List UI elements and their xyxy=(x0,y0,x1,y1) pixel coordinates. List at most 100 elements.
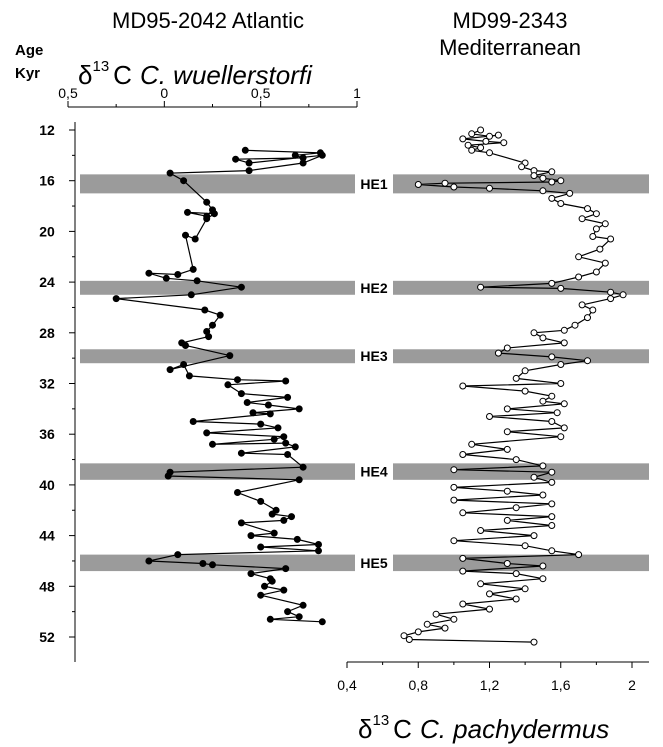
data-point-filled xyxy=(299,159,307,167)
data-point-open xyxy=(486,605,493,613)
data-point-filled xyxy=(245,159,253,167)
y-tick-label: 40 xyxy=(39,477,55,493)
data-point-open xyxy=(584,314,591,322)
left-axis-superscript: 13 xyxy=(92,58,109,75)
data-point-open xyxy=(477,144,485,152)
data-point-open xyxy=(450,615,458,623)
data-point-open xyxy=(503,445,511,453)
left-x-tick-label: 0,5 xyxy=(251,85,271,101)
left-axis-title: δ13 C C. wuellerstorfi xyxy=(78,58,313,90)
left-x-tick-label: 0 xyxy=(160,85,168,101)
data-point-filled xyxy=(210,210,218,218)
data-point-filled xyxy=(266,615,274,623)
y-tick-label: 28 xyxy=(39,325,55,341)
data-point-open xyxy=(477,126,485,134)
data-point-open xyxy=(486,149,493,157)
data-point-open xyxy=(486,590,493,598)
data-point-open xyxy=(459,567,467,575)
data-point-open xyxy=(592,225,600,233)
data-point-open xyxy=(578,301,586,309)
data-point-open xyxy=(503,516,511,524)
data-point-filled xyxy=(199,560,207,567)
data-point-filled xyxy=(203,198,211,206)
data-point-filled xyxy=(315,547,322,555)
data-point-open xyxy=(548,547,556,555)
data-point-open xyxy=(530,329,538,337)
data-point-filled xyxy=(180,361,188,368)
data-point-open xyxy=(530,172,538,180)
data-point-filled xyxy=(247,570,255,578)
data-point-filled xyxy=(295,405,303,413)
data-point-filled xyxy=(261,582,268,590)
kyr-label: Kyr xyxy=(15,65,40,82)
data-point-filled xyxy=(174,271,182,278)
y-tick-label: 32 xyxy=(39,376,55,392)
data-point-open xyxy=(486,184,493,192)
data-point-open xyxy=(459,135,467,143)
y-tick-label: 52 xyxy=(39,629,55,645)
right-panel-title-line2: Mediterranean xyxy=(439,35,581,60)
data-point-open xyxy=(459,600,467,608)
y-tick-label: 16 xyxy=(39,173,55,189)
data-point-open xyxy=(548,522,556,529)
data-point-open xyxy=(414,628,422,636)
data-point-filled xyxy=(257,497,265,505)
heinrich-band-right xyxy=(393,554,649,572)
data-point-filled xyxy=(245,167,253,175)
data-point-open xyxy=(530,532,538,540)
data-point-open xyxy=(607,235,615,243)
data-point-filled xyxy=(270,435,278,443)
data-point-open xyxy=(557,200,565,207)
data-point-filled xyxy=(166,366,174,374)
data-point-open xyxy=(521,387,529,395)
data-point-open xyxy=(566,189,574,197)
data-point-open xyxy=(548,168,556,176)
right-x-tick-label: 0,4 xyxy=(337,677,357,693)
data-point-filled xyxy=(241,146,249,154)
data-point-open xyxy=(432,610,440,618)
data-point-filled xyxy=(280,433,288,441)
data-point-filled xyxy=(145,557,153,565)
right-axis-c: C xyxy=(393,714,412,744)
data-point-open xyxy=(521,367,529,375)
data-point-filled xyxy=(237,519,245,527)
data-point-open xyxy=(477,527,485,534)
data-point-open xyxy=(482,137,490,145)
data-point-filled xyxy=(318,151,326,159)
data-point-open xyxy=(503,560,511,567)
data-point-open xyxy=(539,575,547,583)
data-point-filled xyxy=(274,424,282,432)
data-point-open xyxy=(512,570,520,578)
data-point-open xyxy=(539,397,547,405)
data-point-open xyxy=(548,468,556,476)
data-point-filled xyxy=(268,577,276,585)
right-panel-title-line1: MD99-2343 xyxy=(453,8,568,33)
data-point-open xyxy=(601,259,609,267)
left-series-plot xyxy=(112,146,326,626)
data-point-open xyxy=(512,456,520,464)
data-point-open xyxy=(468,130,476,138)
data-point-filled xyxy=(237,283,245,291)
heinrich-band-left xyxy=(80,554,355,572)
data-point-filled xyxy=(249,409,257,417)
data-point-filled xyxy=(295,613,303,621)
data-point-filled xyxy=(268,510,276,518)
y-tick-label: 24 xyxy=(39,274,55,290)
right-x-tick-label: 0,8 xyxy=(409,677,429,693)
data-point-open xyxy=(548,392,556,400)
y-tick-label: 44 xyxy=(39,528,55,544)
data-point-filled xyxy=(284,393,292,401)
data-point-open xyxy=(548,418,556,425)
data-point-open xyxy=(548,353,556,361)
heinrich-label: HE1 xyxy=(360,176,387,192)
data-point-open xyxy=(459,451,467,458)
data-point-open xyxy=(530,473,538,481)
data-point-open xyxy=(494,349,502,357)
data-point-open xyxy=(503,405,511,413)
data-point-open xyxy=(557,361,565,368)
data-point-filled xyxy=(280,516,288,524)
data-point-open xyxy=(560,326,568,334)
data-point-open xyxy=(500,139,508,147)
